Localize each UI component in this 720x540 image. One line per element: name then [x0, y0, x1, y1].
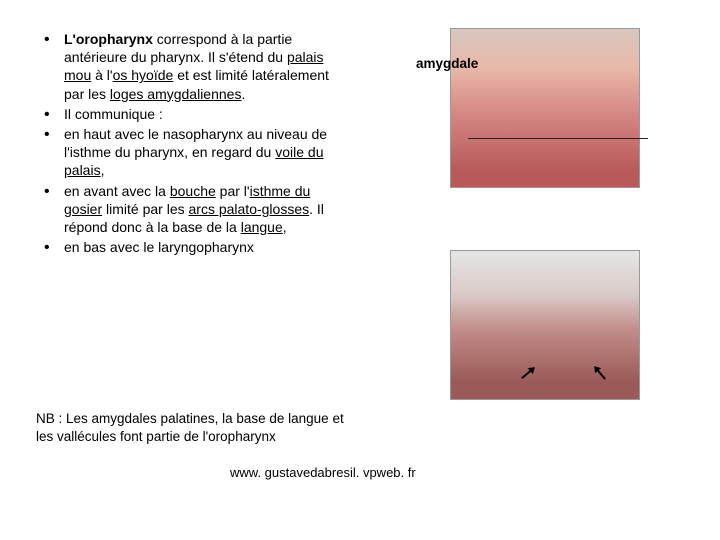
- bullet-list: L'oropharynx correspond à la partie anté…: [40, 30, 340, 256]
- main-text-block: L'oropharynx correspond à la partie anté…: [40, 30, 340, 258]
- bullet-item-5: en bas avec le laryngopharynx: [40, 238, 340, 256]
- bullet-item-2: Il communique :: [40, 105, 340, 123]
- link-bouche[interactable]: bouche: [170, 183, 216, 199]
- footer-url: www. gustavedabresil. vpweb. fr: [230, 465, 416, 480]
- bullet-item-3: en haut avec le nasopharynx au niveau de…: [40, 125, 340, 180]
- anatomy-image-bottom: [450, 250, 640, 400]
- link-arcs-palato-glosses[interactable]: arcs palato-glosses: [189, 201, 310, 217]
- note-text: NB : Les amygdales palatines, la base de…: [36, 410, 356, 446]
- label-amygdale: amygdale: [416, 56, 478, 71]
- anatomy-image-top: [450, 28, 640, 188]
- leader-line: [468, 138, 648, 139]
- link-loges-amygdaliennes[interactable]: loges amygdaliennes: [110, 86, 242, 102]
- bullet-item-4: en avant avec la bouche par l'isthme du …: [40, 182, 340, 237]
- link-langue[interactable]: langue: [241, 219, 283, 235]
- bold-term: L'oropharynx: [64, 31, 153, 47]
- link-os-hyoide[interactable]: os hyoïde: [113, 67, 174, 83]
- bullet-item-1: L'oropharynx correspond à la partie anté…: [40, 30, 340, 103]
